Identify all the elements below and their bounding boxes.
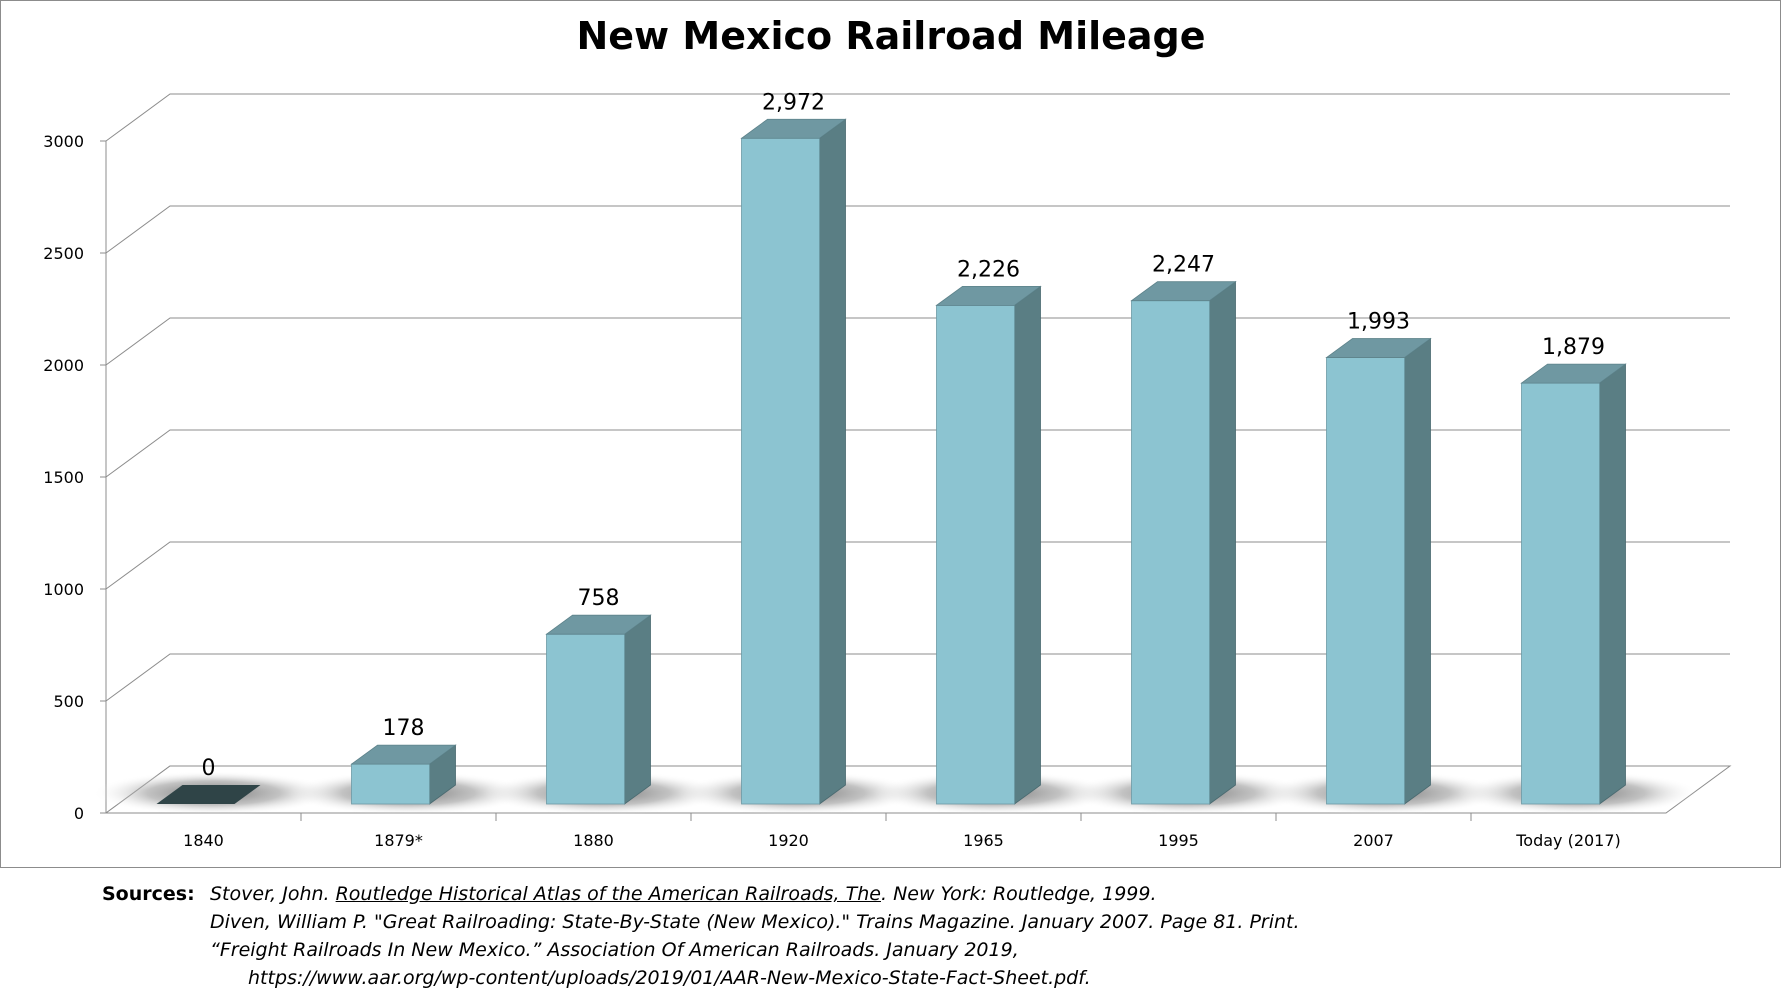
- data-label: 178: [383, 716, 425, 741]
- source-line-2-text: Diven, William P. "Great Railroading: St…: [210, 911, 1300, 933]
- source-line-3-text: “Freight Railroads In New Mexico.” Assoc…: [210, 939, 1019, 961]
- y-tick-label: 0: [74, 804, 84, 823]
- bar: [1131, 300, 1210, 805]
- y-tick-label: 2000: [43, 356, 84, 375]
- x-tick-label: 1840: [183, 831, 224, 850]
- bar: [546, 633, 625, 805]
- bar-side: [1209, 280, 1236, 805]
- x-tick-label: 1879*: [374, 831, 423, 850]
- source-line-4: https://www.aar.org/wp-content/uploads/2…: [248, 964, 1091, 992]
- bar-side: [1404, 337, 1431, 805]
- x-tick-label: 1965: [963, 831, 1004, 850]
- data-label: 0: [202, 756, 216, 781]
- gridlines: [100, 93, 1730, 814]
- y-tick-label: 500: [53, 692, 84, 711]
- source-line-4-text: https://www.aar.org/wp-content/uploads/2…: [248, 967, 1091, 989]
- bar-top: [350, 744, 457, 765]
- chart-frame: [0, 0, 1781, 868]
- y-tick-label: 1000: [43, 580, 84, 599]
- x-tick-label: 2007: [1353, 831, 1394, 850]
- labels: 0 500 1000 1500 2000 2500 3000 0 1840 178 1879* 758…: [43, 90, 1621, 850]
- x-tick-label: 1920: [768, 831, 809, 850]
- source-line-1-pre: Stover, John.: [210, 883, 336, 905]
- chart-title: New Mexico Railroad Mileage: [576, 14, 1206, 58]
- bar: [936, 304, 1015, 805]
- data-label: 1,879: [1542, 335, 1605, 360]
- bar-top: [1520, 363, 1627, 384]
- bar-zero: [156, 785, 261, 804]
- data-label: 2,972: [762, 90, 825, 115]
- bars: [156, 118, 1627, 805]
- bar: [1326, 357, 1405, 805]
- bar-chart: 0 500 1000 1500 2000 2500 3000 0 1840 178 1879* 758…: [43, 90, 1732, 850]
- bar-top: [935, 285, 1042, 306]
- chart-floor: [92, 765, 1732, 821]
- bar-side: [819, 118, 846, 805]
- source-line-1-post: . New York: Routledge, 1999.: [880, 883, 1157, 905]
- source-line-1-title: Routledge Historical Atlas of the Americ…: [335, 883, 881, 905]
- bar: [1521, 382, 1600, 805]
- bar: [741, 137, 820, 805]
- source-line-3: “Freight Railroads In New Mexico.” Assoc…: [210, 936, 1019, 964]
- bar-top: [740, 118, 847, 139]
- gridline: [105, 317, 1730, 366]
- y-tick-label: 1500: [43, 468, 84, 487]
- source-line-2: Diven, William P. "Great Railroading: St…: [210, 908, 1300, 936]
- x-tick-label: 1880: [573, 831, 614, 850]
- data-label: 758: [578, 586, 620, 611]
- bar-top: [545, 614, 652, 635]
- gridline: [105, 653, 1730, 702]
- gridline: [105, 93, 1730, 142]
- y-tick-label: 3000: [43, 132, 84, 151]
- bar-side: [1014, 285, 1041, 805]
- bar: [351, 763, 430, 805]
- bar-side: [624, 614, 651, 805]
- y-tick-label: 2500: [43, 244, 84, 263]
- gridline: [105, 429, 1730, 478]
- sources-label: Sources:: [102, 883, 195, 905]
- x-tick-label: 1995: [1158, 831, 1199, 850]
- x-tick-label: Today (2017): [1515, 831, 1621, 850]
- bar-top: [1130, 281, 1237, 302]
- data-label: 2,226: [957, 257, 1020, 282]
- gridline: [105, 205, 1730, 254]
- data-label: 2,247: [1152, 253, 1215, 278]
- source-line-1: Stover, John. Routledge Historical Atlas…: [210, 880, 1157, 908]
- gridline: [105, 541, 1730, 590]
- bar-side: [1599, 363, 1626, 805]
- bar-top: [1325, 338, 1432, 358]
- data-label: 1,993: [1347, 310, 1410, 335]
